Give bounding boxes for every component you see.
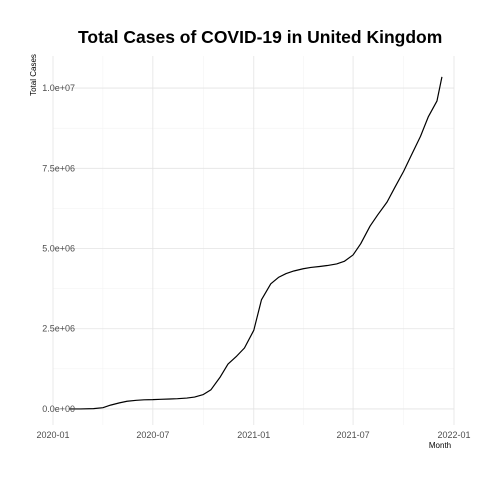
y-axis-label: Total Cases: [29, 54, 38, 96]
x-tick-label: 2020-07: [136, 430, 169, 440]
x-tick-label: 2020-01: [36, 430, 69, 440]
y-tick-label: 0.0e+00: [42, 404, 75, 414]
x-tick-label: 2021-07: [337, 430, 370, 440]
y-tick-label: 2.5e+06: [42, 324, 75, 334]
x-axis-label: Month: [429, 441, 451, 450]
major-gridlines: [52, 56, 455, 425]
y-tick-label: 1.0e+07: [42, 83, 75, 93]
x-tick-label: 2022-01: [437, 430, 470, 440]
chart-title: Total Cases of COVID-19 in United Kingdo…: [78, 27, 442, 47]
y-axis-ticks: 0.0e+00 2.5e+06 5.0e+06 7.5e+06 1.0e+07: [42, 83, 75, 414]
series-line: [69, 76, 443, 410]
y-tick-label: 7.5e+06: [42, 163, 75, 173]
y-tick-label: 5.0e+06: [42, 244, 75, 254]
x-tick-label: 2021-01: [237, 430, 270, 440]
x-axis-ticks: 2020-01 2020-07 2021-01 2021-07 2022-01: [36, 430, 470, 440]
